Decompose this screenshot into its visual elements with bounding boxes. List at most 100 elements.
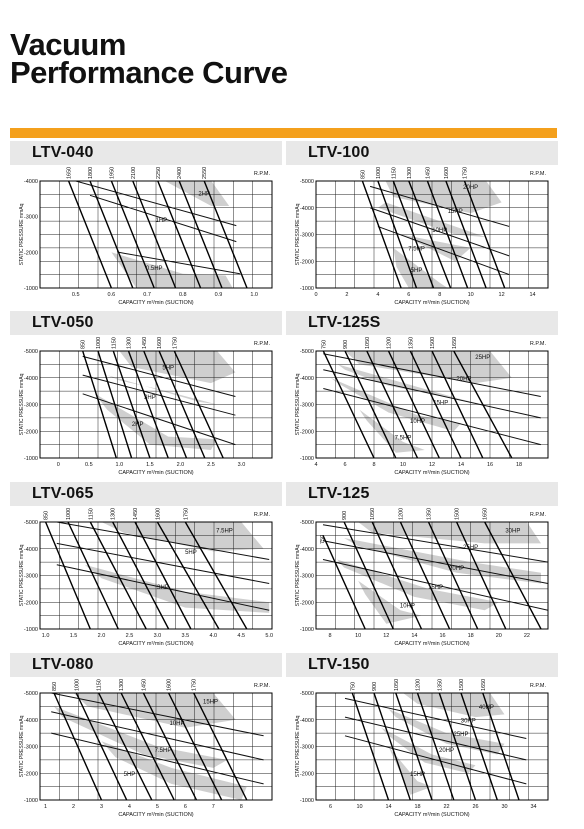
rpm-value: 900 [342, 511, 348, 520]
x-tick-label: 4 [376, 292, 379, 298]
hp-band [54, 706, 228, 768]
x-tick-label: 2.5 [207, 462, 215, 468]
plot-area: 40HP 30HP 25HP 20HP 15HP [316, 693, 548, 800]
rpm-axis-label: R.P.M. [254, 171, 271, 177]
x-tick-label: 10 [355, 633, 361, 639]
x-tick-label: 14 [385, 804, 391, 810]
rpm-value: 2550 [202, 167, 208, 179]
y-axis-label: STATIC PRESSURE mmAq [295, 544, 301, 606]
x-tick-label: 14 [458, 462, 464, 468]
y-axis-label: STATIC PRESSURE mmAq [19, 373, 25, 435]
x-tick-label: 18 [468, 633, 474, 639]
rpm-value: 1650 [67, 167, 73, 179]
x-tick-label: 1.0 [42, 633, 50, 639]
rpm-line [89, 522, 147, 629]
hp-band [337, 559, 499, 611]
y-tick-label: -4000 [300, 547, 314, 553]
rpm-value: 1350 [437, 679, 443, 691]
hp-label: 25HP [453, 732, 468, 738]
rpm-line [134, 522, 192, 629]
x-tick-label: 10 [400, 462, 406, 468]
hp-band [358, 580, 422, 624]
rpm-line [158, 351, 206, 458]
y-tick-label: -1000 [24, 286, 38, 292]
rpm-line [377, 181, 418, 288]
rpm-value: 1150 [97, 679, 103, 691]
chart-header [10, 141, 282, 165]
y-tick-label: -4000 [300, 718, 314, 724]
rpm-line [157, 181, 202, 288]
hp-label: 25HP [475, 355, 490, 361]
hp-band [101, 741, 247, 800]
y-axis-label: STATIC PRESSURE mmAq [19, 203, 25, 265]
y-tick-label: -5000 [24, 349, 38, 355]
rpm-value: 1500 [459, 679, 465, 691]
rpm-line [373, 693, 411, 800]
x-tick-label: 8 [372, 462, 375, 468]
pressure-curve [75, 181, 237, 227]
rpm-value: 1000 [376, 167, 382, 179]
x-tick-label: 10 [468, 292, 474, 298]
y-tick-label: -5000 [300, 349, 314, 355]
rpm-line [484, 522, 542, 629]
y-axis-label: STATIC PRESSURE mmAq [19, 715, 25, 777]
pressure-curve [323, 369, 541, 419]
y-tick-label: -5000 [300, 179, 314, 185]
x-tick-label: 30 [501, 804, 507, 810]
rpm-line [408, 181, 452, 288]
hp-label: 10HP [169, 721, 184, 727]
plot-frame [39, 350, 273, 459]
x-tick-label: 14 [411, 633, 417, 639]
x-tick-label: 0 [314, 292, 317, 298]
x-tick-label: 4 [128, 804, 131, 810]
hp-label: 15HP [410, 772, 425, 778]
x-tick-label: 5 [156, 804, 159, 810]
x-tick-label: 3.5 [182, 633, 190, 639]
hp-band [119, 351, 236, 384]
rpm-line [431, 351, 484, 458]
rpm-value: 1150 [391, 167, 397, 179]
page-title-line-2: Performance Curve [10, 55, 288, 90]
y-tick-label: -1000 [300, 286, 314, 292]
hp-band [393, 247, 448, 288]
rpm-line [416, 693, 455, 800]
y-tick-label: -2000 [300, 600, 314, 606]
rpm-line [453, 351, 513, 458]
hp-label: 15HP [448, 209, 463, 215]
y-tick-label: -3000 [24, 745, 38, 751]
plot-frame [39, 521, 273, 630]
hp-label: 15HP [428, 585, 443, 591]
chart-panel-ltv-080: LTV-080 15HP 10HP 7.5HP 5HP 850 1000 1150 1300 1… [10, 653, 282, 823]
hp-label: 30HP [461, 718, 476, 724]
rpm-line [178, 181, 223, 288]
hp-label: 20HP [439, 748, 454, 754]
chart-panel-ltv-125s: LTV-125S 25HP 20HP 15HP 10HP 7.5HP 750 900 1050… [286, 311, 558, 481]
y-axis-label: STATIC PRESSURE mmAq [295, 373, 301, 435]
hp-band [385, 181, 502, 214]
plot-area: 25HP 20HP 15HP 10HP 7.5HP [316, 351, 548, 458]
x-tick-label: 14 [529, 292, 535, 298]
page-title-line-1: Vacuum [10, 27, 126, 62]
hp-label: 10HP [410, 419, 425, 425]
rpm-value: 850 [360, 170, 366, 179]
rpm-value: 1450 [425, 167, 431, 179]
chart-header [10, 311, 282, 335]
pressure-curve [344, 735, 527, 785]
x-tick-label: 2 [72, 804, 75, 810]
rpm-value: 1150 [88, 508, 94, 520]
y-tick-label: -1000 [24, 798, 38, 804]
y-tick-label: -2000 [24, 429, 38, 435]
y-tick-label: -3000 [300, 745, 314, 751]
x-tick-label: 2 [345, 292, 348, 298]
rpm-line [89, 181, 134, 288]
chart-panel-ltv-040: LTV-040 2HP 1HP 0.5HP 1650 1800 1950 2100 2250 2… [10, 141, 282, 311]
rpm-value: 750 [320, 535, 326, 544]
plot-frame [315, 521, 549, 630]
rpm-line [455, 522, 507, 629]
rpm-value: 1450 [141, 679, 147, 691]
x-tick-label: 6 [343, 462, 346, 468]
x-axis-label: CAPACITY m³/min (SUCTION) [394, 300, 469, 306]
x-tick-label: 0.7 [143, 292, 151, 298]
hp-label: 15HP [203, 700, 218, 706]
hp-label: 5HP [185, 550, 197, 556]
